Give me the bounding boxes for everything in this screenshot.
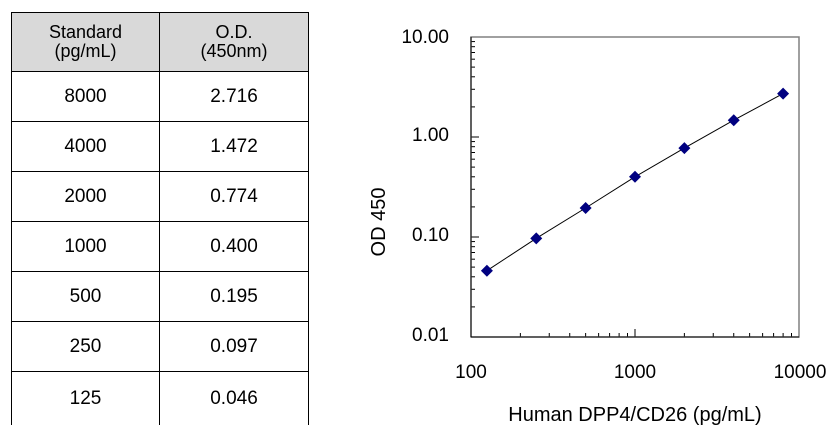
y-tick-label: 10.00 [401, 27, 449, 48]
table-header-row: Standard (pg/mL) O.D. (450nm) [11, 12, 309, 72]
cell-od: 2.716 [159, 71, 309, 122]
cell-standard: 1000 [11, 221, 160, 272]
cell-od: 0.046 [159, 371, 309, 425]
y-tick-label: 0.10 [412, 225, 449, 246]
y-tick-labels: 0.01 0.10 1.00 10.00 [401, 27, 449, 346]
cell-od: 0.774 [159, 171, 309, 222]
data-point [727, 114, 740, 127]
standard-curve-chart: 0.01 0.10 1.00 10.00 100 1000 10000 Huma… [368, 27, 826, 426]
cell-od: 0.400 [159, 221, 309, 272]
header-od-line2: (450nm) [200, 41, 268, 61]
cell-od: 0.097 [159, 321, 309, 372]
cell-od: 1.472 [159, 121, 309, 172]
cell-standard: 2000 [11, 171, 160, 222]
minor-ticks [470, 36, 800, 338]
header-od: O.D. (450nm) [159, 12, 309, 72]
table-row: 4000 1.472 [11, 121, 309, 172]
y-axis-label: OD 450 [368, 188, 390, 257]
x-axis-label: Human DPP4/CD26 (pg/mL) [508, 404, 761, 426]
data-point [629, 170, 641, 183]
cell-standard: 4000 [11, 121, 160, 172]
x-tick-labels: 100 1000 10000 [455, 362, 826, 383]
cell-standard: 8000 [11, 71, 160, 122]
header-standard: Standard (pg/mL) [11, 12, 160, 72]
data-point [777, 87, 790, 100]
cell-od: 0.195 [159, 271, 309, 322]
data-point [480, 264, 493, 277]
cell-standard: 125 [11, 371, 160, 425]
y-tick-label: 0.01 [412, 325, 449, 346]
data-point [530, 232, 543, 245]
table-row: 250 0.097 [11, 321, 309, 372]
x-tick-label: 10000 [774, 362, 827, 383]
standards-table: Standard (pg/mL) O.D. (450nm) 8000 2.716… [11, 12, 309, 425]
x-tick-label: 100 [455, 362, 487, 383]
x-tick-label: 1000 [614, 362, 656, 383]
table-row: 1000 0.400 [11, 221, 309, 272]
header-standard-line1: Standard [48, 22, 123, 42]
data-point [579, 201, 592, 214]
y-tick-label: 1.00 [412, 125, 449, 146]
data-point [678, 142, 691, 155]
table-row: 2000 0.774 [11, 171, 309, 222]
cell-standard: 500 [11, 271, 160, 322]
table-row: 8000 2.716 [11, 71, 309, 122]
header-standard-line2: (pg/mL) [54, 41, 117, 61]
data-marks [480, 87, 790, 277]
cell-standard: 250 [11, 321, 160, 372]
plot-frame [470, 36, 800, 338]
table-row: 500 0.195 [11, 271, 309, 322]
header-od-line1: O.D. [215, 22, 253, 42]
table-row: 125 0.046 [11, 371, 309, 425]
